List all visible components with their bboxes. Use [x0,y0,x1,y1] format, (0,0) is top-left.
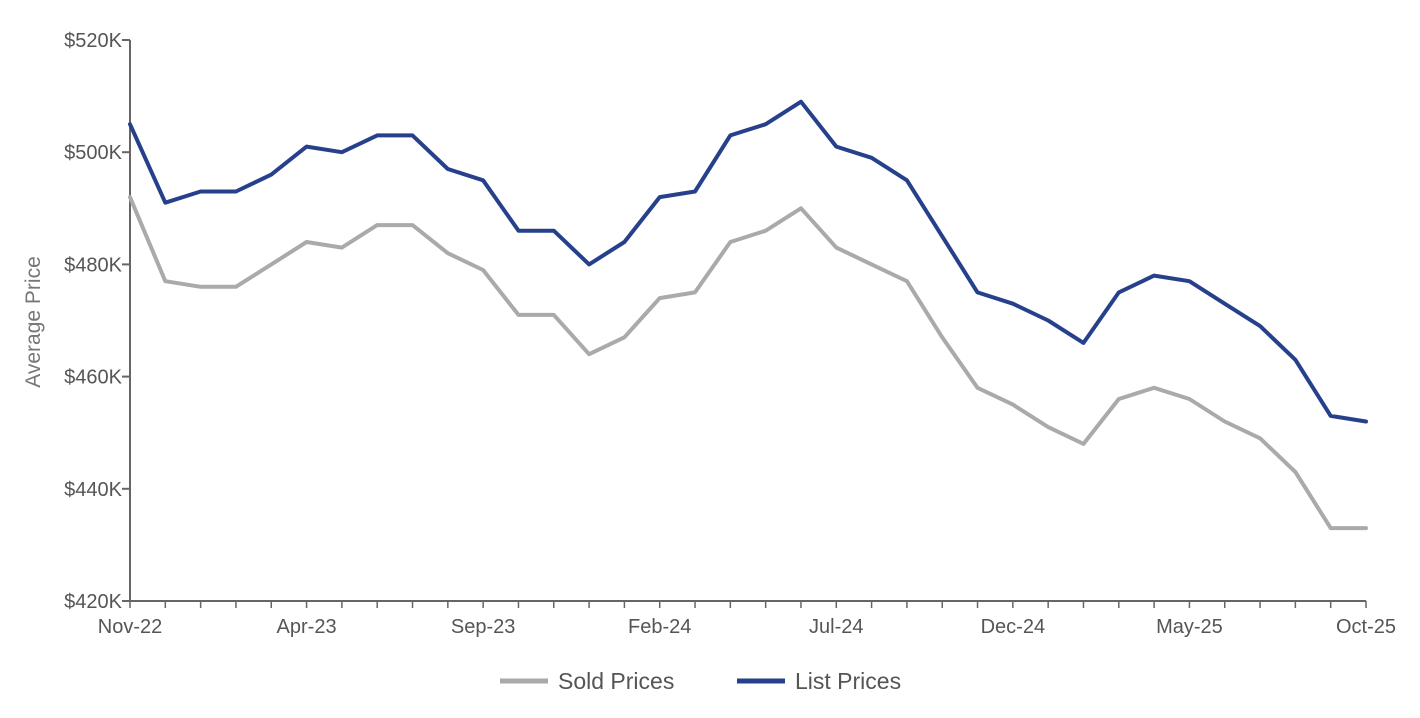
y-tick-label: $420K [64,591,122,613]
series-layer [128,99,1368,531]
y-axis: $420K $440K $460K $480K $500K $520K [64,30,131,613]
y-tick-label: $440K [64,479,122,501]
x-axis: Nov-22 Apr-23 Sep-23 Feb-24 Jul-24 Dec-24 May-… [98,600,1396,638]
x-tick-label: Sep-23 [451,616,516,638]
y-axis-title: Average Price [22,256,45,388]
series-line-list-prices [128,99,1368,424]
y-tick-label: $480K [64,254,122,276]
legend-label: List Prices [795,668,901,694]
x-tick-label: May-25 [1156,616,1223,638]
legend: Sold Prices List Prices [500,668,901,694]
x-tick-label: Apr-23 [277,616,337,638]
x-tick-label: Jul-24 [809,616,863,638]
y-tick-label: $460K [64,367,122,389]
legend-label: Sold Prices [558,668,674,694]
x-tick-label: Dec-24 [981,616,1045,638]
y-tick-label: $520K [64,30,122,52]
x-tick-label: Nov-22 [98,616,162,638]
series-line-sold-prices [128,195,1368,531]
x-tick-label: Oct-25 [1336,616,1396,638]
x-tick-label: Feb-24 [628,616,691,638]
y-tick-label: $500K [64,142,122,164]
